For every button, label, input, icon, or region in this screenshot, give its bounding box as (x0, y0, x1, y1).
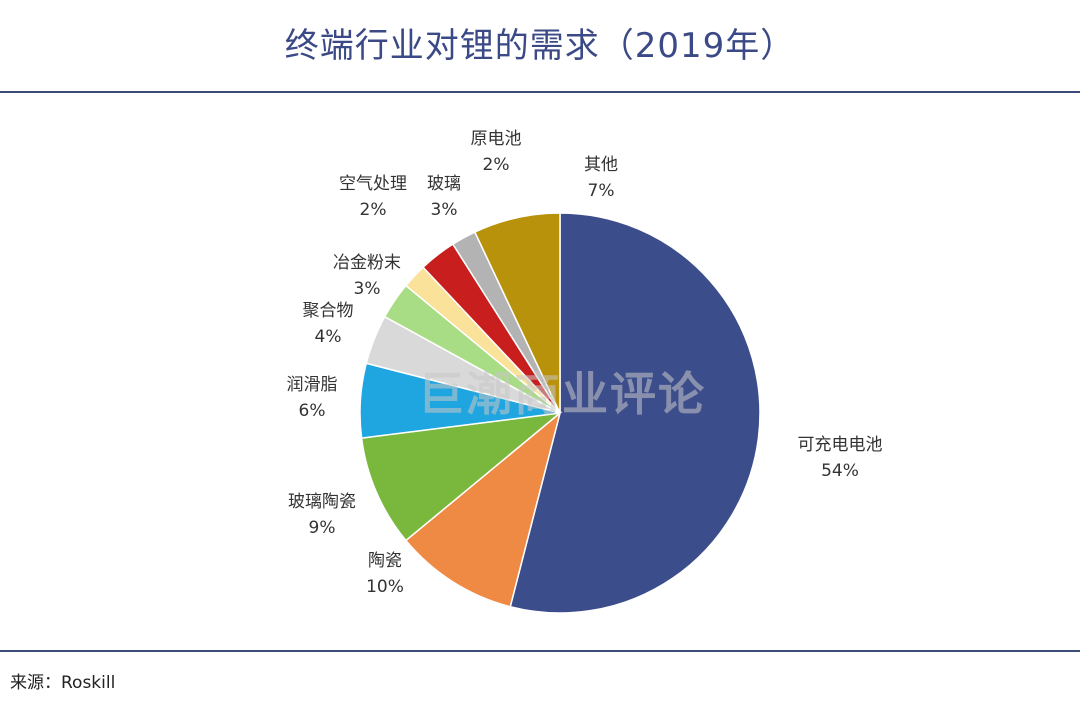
slice-value-6: 2% (360, 200, 387, 220)
slice-label-1: 陶瓷 (368, 551, 402, 571)
watermark: 巨潮商业评论 (418, 367, 706, 421)
bottom-divider (0, 650, 1080, 652)
slice-label-9: 其他 (584, 155, 618, 175)
slice-value-9: 7% (588, 181, 615, 201)
pie-slice-1 (404, 410, 562, 608)
pie-slices (359, 212, 761, 614)
top-divider (0, 91, 1080, 93)
slice-value-7: 3% (431, 200, 458, 220)
pie-labels: 可充电电池 54% 陶瓷 10% 玻璃陶瓷 9% 润滑脂 6% 聚合物 4% 冶金粉末 3% 空气处理 2… (287, 129, 883, 597)
slice-label-0: 可充电电池 (798, 435, 883, 455)
pie-slice-9 (473, 212, 561, 414)
pie-slice-2 (360, 411, 563, 542)
slice-label-5: 冶金粉末 (333, 253, 401, 273)
page-title: 终端行业对锂的需求（2019年） (284, 26, 796, 66)
slice-label-3: 润滑脂 (287, 375, 338, 395)
slice-label-6: 空气处理 (339, 174, 407, 194)
slice-label-4: 聚合物 (303, 301, 354, 321)
slice-label-2: 玻璃陶瓷 (288, 492, 356, 512)
slice-value-0: 54% (821, 461, 859, 481)
slice-value-8: 2% (483, 155, 510, 175)
slice-value-5: 3% (354, 279, 381, 299)
slice-value-4: 4% (315, 327, 342, 347)
slice-value-3: 6% (299, 401, 326, 421)
pie-slice-0 (509, 212, 761, 614)
source-note: 来源：Roskill (10, 673, 116, 693)
slice-label-7: 玻璃 (427, 174, 461, 194)
slice-value-1: 10% (366, 577, 404, 597)
slice-value-2: 9% (309, 518, 336, 538)
slice-label-8: 原电池 (471, 129, 522, 149)
